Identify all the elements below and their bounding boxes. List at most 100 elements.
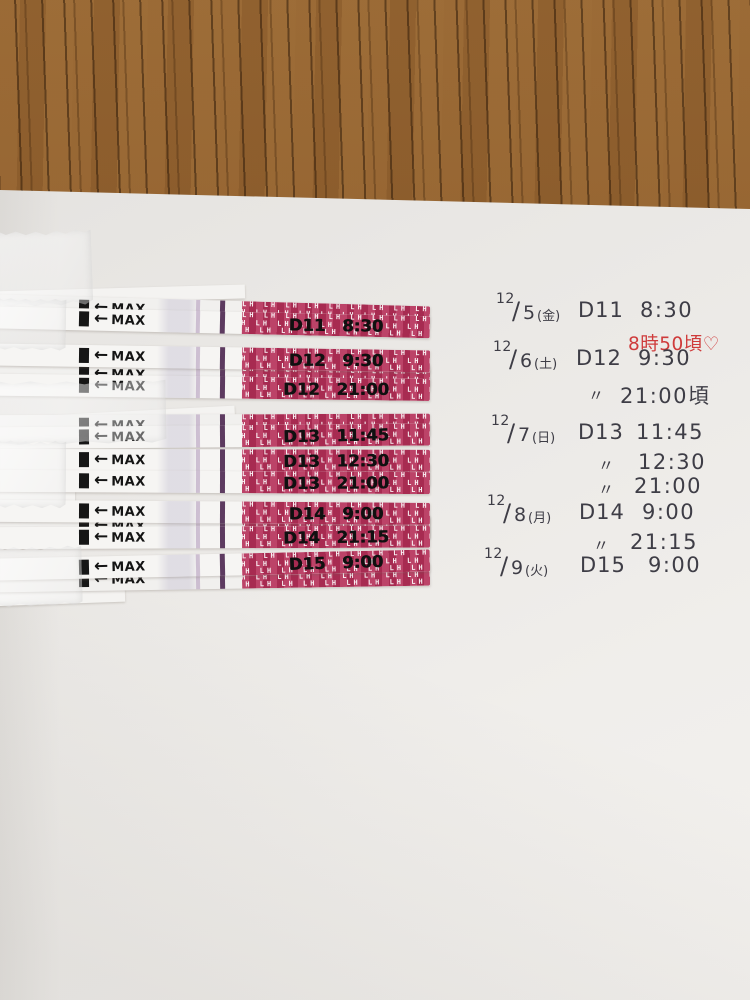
log-line: 12/9 (火) D15 9:00 [482,546,750,587]
log-line: 12/6 (土) D12 9:30 [482,339,750,380]
time-label: 9:00 [642,500,696,524]
test-line [195,425,201,448]
log-line: 〃 21:00 [482,472,750,508]
date-month: 12 [496,291,515,307]
tape-piece [0,440,66,509]
lh-label-area: LH LH LH LH LH LH LH LH LH LH LH LH LH L… [241,376,431,401]
log-line: 〃 12:30 [482,448,750,484]
ink-mark [78,347,90,364]
arrow-left-icon: ← [93,555,109,576]
control-line [219,526,226,549]
date-day: 6 [520,350,533,372]
ditto-mark: 〃 [598,456,615,475]
strip-handwritten-label: D12 21:00 [282,379,389,399]
max-text: MAX [111,504,146,520]
test-window [156,346,200,369]
strip-handwritten-label: D11 8:30 [288,315,384,336]
lh-label-area: LH LH LH LH LH LH LH LH LH LH LH LH LH L… [241,347,431,373]
max-label: ← MAX [93,308,146,332]
max-text: MAX [111,312,146,329]
cycle-day-label: D13 [578,420,624,444]
lh-label-area: LH LH LH LH LH LH LH LH LH LH LH LH LH L… [241,449,431,472]
tape-piece [0,228,93,307]
red-time-note: 8時50頃♡ [628,334,720,355]
time-label: 21:15 [630,530,699,554]
strip-handwritten-label: D14 21:15 [282,526,390,548]
date-day: 5 [523,302,536,324]
ditto-mark: 〃 [588,386,605,405]
lh-label-area: LH LH LH LH LH LH LH LH LH LH LH LH LH L… [241,311,431,339]
lh-label-area: LH LH LH LH LH LH LH LH LH LH LH LH LH L… [241,423,431,448]
ink-mark [78,452,90,468]
date-slash: / [509,345,518,373]
max-label: ← MAX [94,555,146,578]
lh-label-area: LH LH LH LH LH LH LH LH LH LH LH LH LH L… [241,471,431,495]
weekday-label: (火) [525,564,549,579]
ink-mark [78,503,90,519]
time-label: 21:00 [634,474,703,498]
ditto-mark: 〃 [598,480,615,499]
max-text: MAX [111,558,146,575]
control-line [219,553,226,576]
max-label: ← MAX [94,470,146,492]
control-line [219,449,226,472]
arrow-left-icon: ← [93,500,109,521]
test-line [195,310,201,334]
time-label: 9:30 [638,346,692,370]
control-line [219,501,226,524]
test-window [156,554,200,578]
max-label: ← MAX [94,345,146,368]
tape-piece [0,545,83,607]
date-slash: / [507,419,516,447]
max-text: MAX [111,530,146,546]
log-line: 〃 21:00頃 [482,378,750,414]
arrow-left-icon: ← [93,469,109,490]
log-line: 8時50頃♡ [482,330,750,366]
max-label: ← MAX [94,449,146,471]
cycle-day-label: D15 [580,553,626,577]
time-label: 8:30 [640,298,694,322]
tape-piece [0,378,167,445]
date-month: 12 [484,546,503,562]
time-label: 12:30 [638,450,707,474]
log-line: 12/8 (月) D14 9:00 [482,493,750,534]
control-line [219,425,226,448]
cycle-day-label: D14 [579,500,625,524]
ink-mark [78,311,90,327]
ink-mark [78,529,90,545]
ditto-mark: 〃 [593,536,610,555]
test-line [195,449,201,472]
test-line [195,470,201,493]
test-window [156,470,200,493]
lh-label-area: LH LH LH LH LH LH LH LH LH LH LH LH LH L… [241,549,431,576]
weekday-label: (月) [528,511,552,526]
strip-handwritten-label: D13 12:30 [282,450,390,471]
date-month: 12 [491,413,510,429]
test-line [195,526,201,549]
date-slash: / [512,297,521,325]
strip-handwritten-label: D13 11:45 [282,424,390,446]
max-label: ← MAX [93,500,146,523]
arrow-left-icon: ← [93,308,109,329]
tape-piece [0,297,66,350]
date-day: 8 [514,504,527,526]
control-line [219,376,226,399]
date-day: 9 [511,557,524,579]
control-line [219,347,226,370]
max-label: ← MAX [94,526,146,549]
test-line [195,501,201,524]
test-line [195,346,201,369]
lh-label-area: LH LH LH LH LH LH LH LH LH LH LH LH LH L… [241,501,431,525]
date-month: 12 [487,493,506,509]
weekday-label: (日) [532,431,556,446]
max-text: MAX [111,348,146,365]
log-line: 12/7 (日) D13 11:45 [482,413,750,454]
time-label: 21:00頃 [620,384,711,408]
weekday-label: (金) [537,309,561,324]
lh-label-area: LH LH LH LH LH LH LH LH LH LH LH LH LH L… [241,525,431,549]
weekday-label: (土) [534,357,558,372]
log-line: 〃 21:15 [482,528,750,564]
control-line [219,311,226,334]
arrow-left-icon: ← [93,344,109,365]
